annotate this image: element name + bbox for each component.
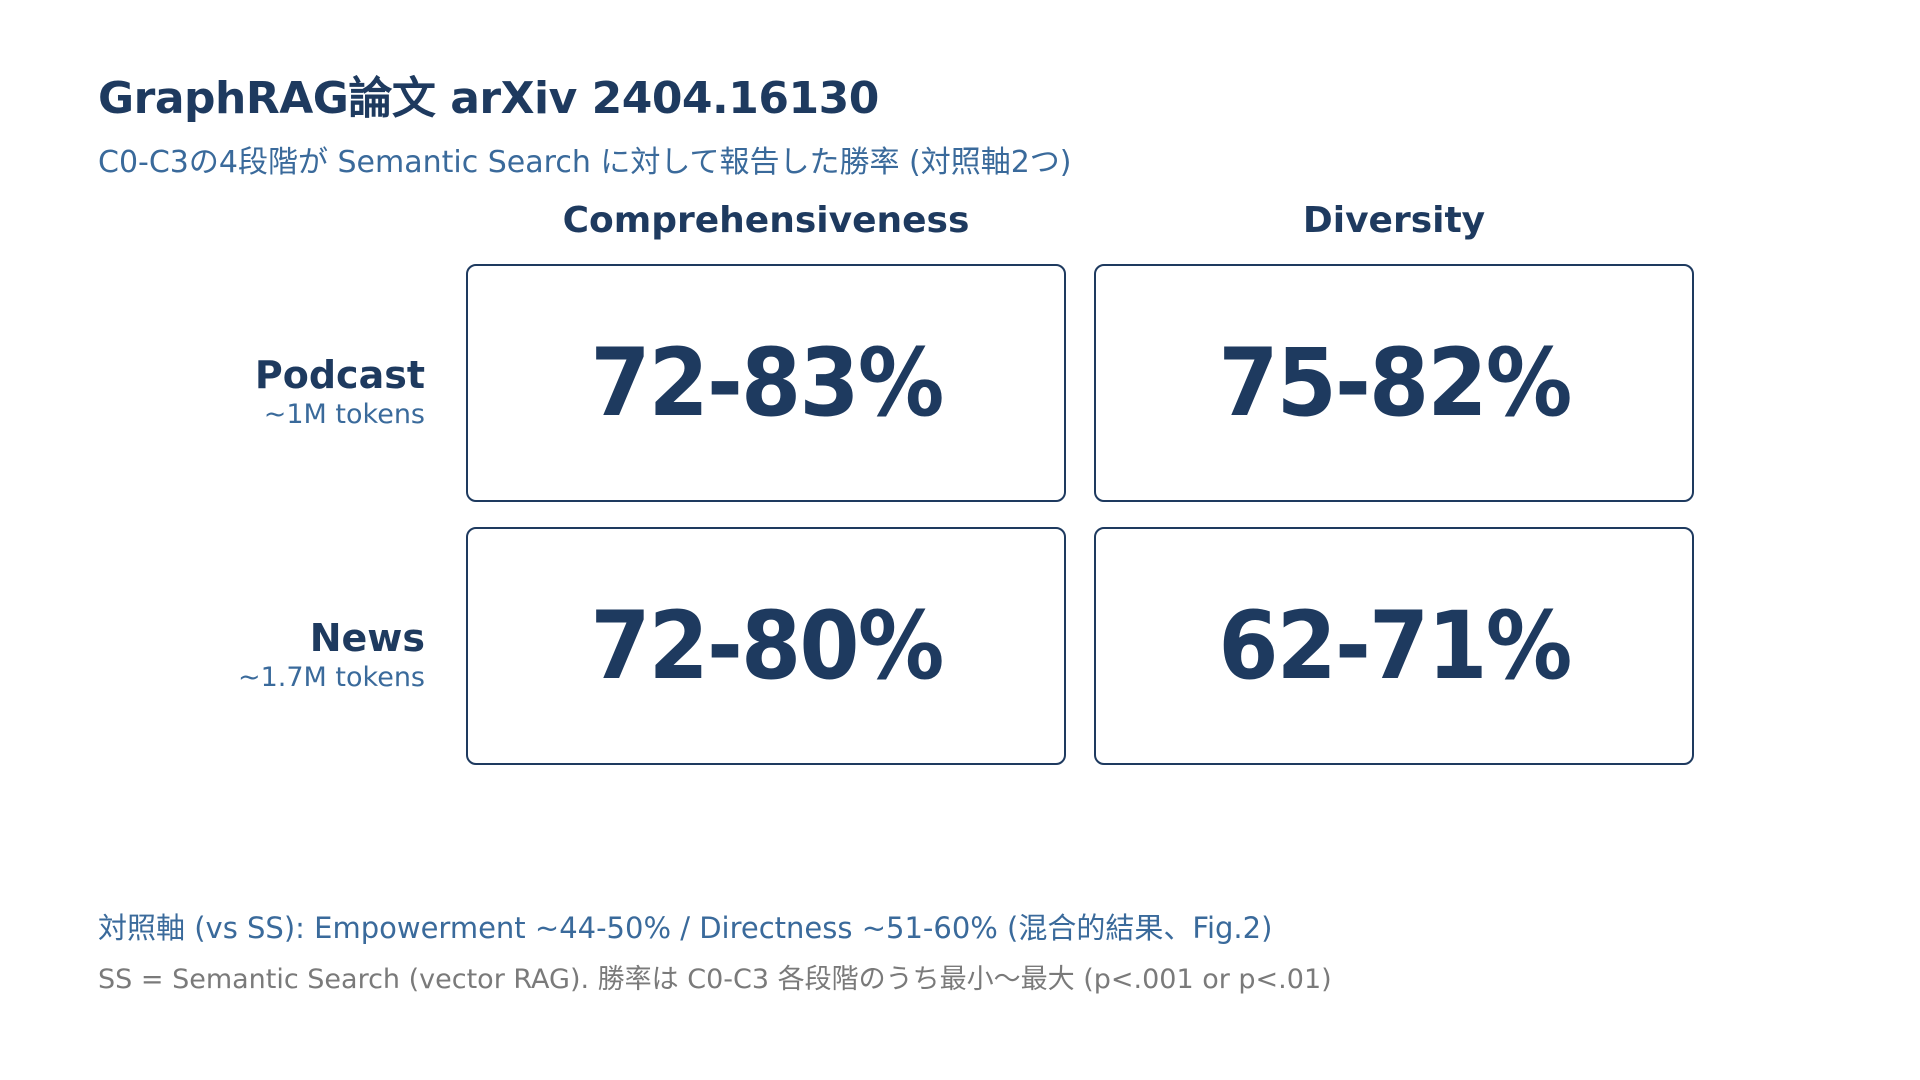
- control-axis-note: 対照軸 (vs SS): Empowerment ~44-50% / Direc…: [98, 911, 1273, 945]
- row-label-news: News ~1.7M tokens: [238, 615, 425, 695]
- cell-value: 72-83%: [589, 328, 944, 438]
- cell-value: 75-82%: [1217, 328, 1572, 438]
- row-label-podcast: Podcast ~1M tokens: [255, 352, 425, 432]
- row-token-count: ~1.7M tokens: [237, 662, 425, 693]
- cell-value: 62-71%: [1217, 591, 1572, 701]
- column-header-comprehensiveness: Comprehensiveness: [562, 200, 970, 241]
- cell-news-comprehensiveness: 72-80%: [466, 527, 1066, 765]
- page-subtitle: C0-C3の4段階が Semantic Search に対して報告した勝率 (対…: [98, 145, 1072, 180]
- column-header-diversity: Diversity: [1302, 200, 1486, 241]
- cell-value: 72-80%: [589, 591, 944, 701]
- row-name: Podcast: [254, 353, 425, 397]
- cell-podcast-comprehensiveness: 72-83%: [466, 264, 1066, 502]
- page-title: GraphRAG論文 arXiv 2404.16130: [98, 73, 879, 124]
- row-name: News: [309, 616, 425, 660]
- footnote: SS = Semantic Search (vector RAG). 勝率は C…: [98, 964, 1332, 995]
- cell-podcast-diversity: 75-82%: [1094, 264, 1694, 502]
- cell-news-diversity: 62-71%: [1094, 527, 1694, 765]
- row-token-count: ~1M tokens: [263, 399, 425, 430]
